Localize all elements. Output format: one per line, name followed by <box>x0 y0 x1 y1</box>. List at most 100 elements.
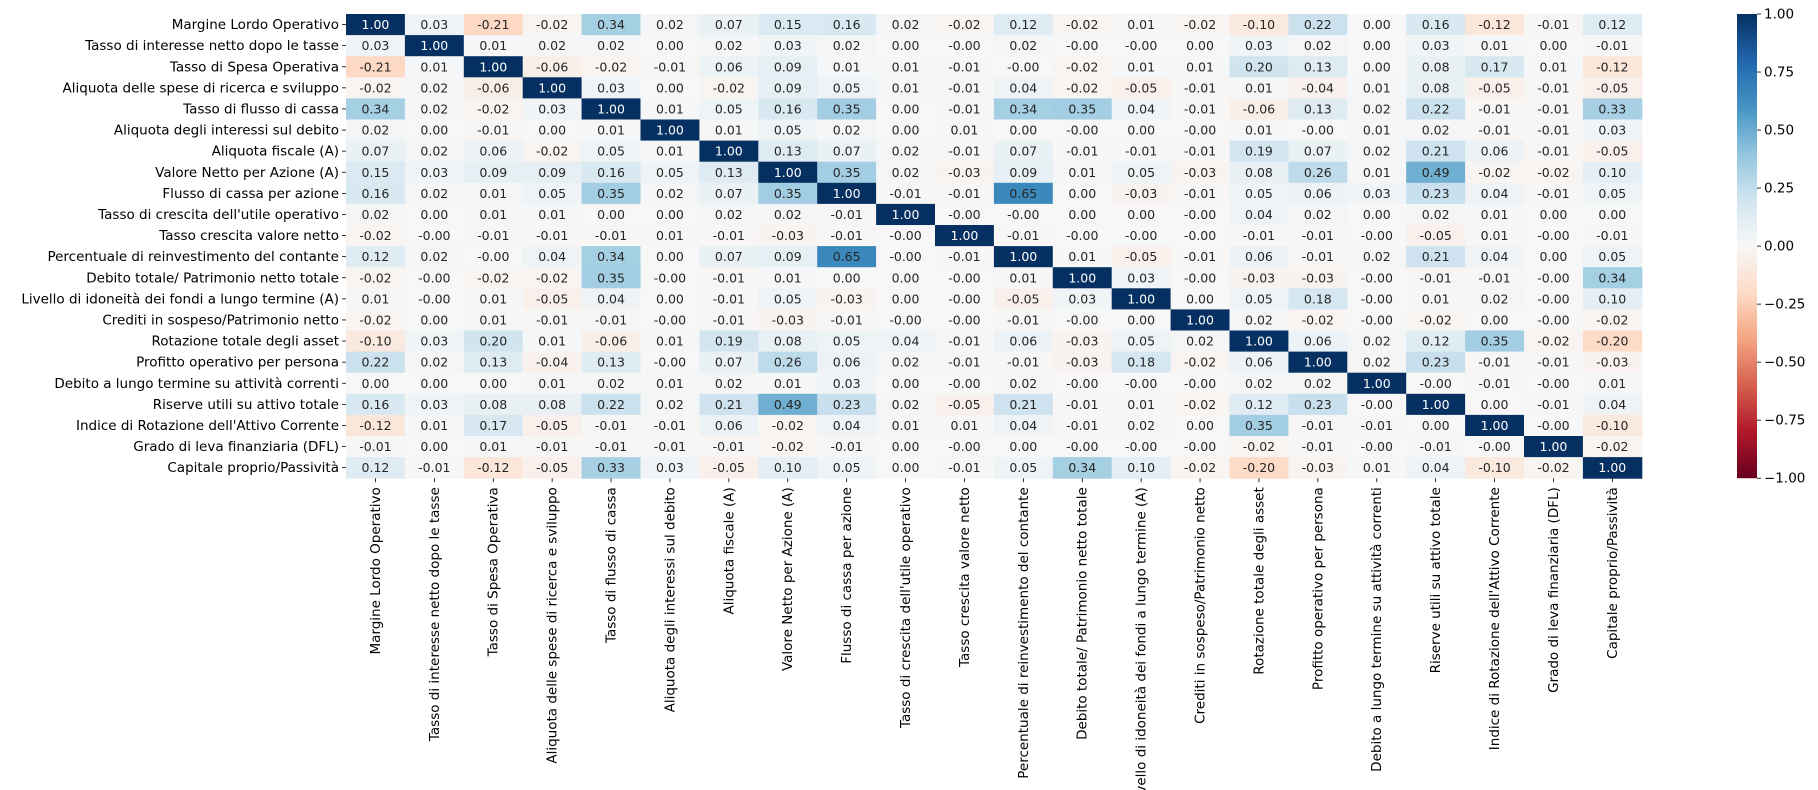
row-label-debito-totale-patrimonio-netto-totale: Debito totale/ Patrimonio netto totale <box>86 270 339 286</box>
cell-value-r12-c4: 0.35 <box>597 270 625 285</box>
colorbar-tick-label-0: 1.00 <box>1764 7 1794 23</box>
cell-value-r4-c0: 0.34 <box>362 101 390 116</box>
heatmap-cell-r8-c1 <box>404 182 465 205</box>
heatmap-cell-r20-c0 <box>346 436 406 458</box>
heatmap-cell-r18-c1 <box>404 393 465 416</box>
heatmap-cell-r8-c13 <box>1111 182 1172 205</box>
heatmap-cell-r11-c0 <box>346 246 406 268</box>
heatmap-cell-r7-c12 <box>1052 161 1113 184</box>
cell-value-r0-c9: 0.02 <box>892 17 920 32</box>
cell-value-r15-c18: 0.12 <box>1422 334 1450 349</box>
cell-value-r7-c10: -0.03 <box>948 165 980 180</box>
cell-value-r4-c20: -0.01 <box>1537 101 1569 116</box>
heatmap-cell-r21-c1 <box>404 457 465 479</box>
cell-value-r0-c5: 0.02 <box>656 17 684 32</box>
heatmap-cell-r11-c11 <box>993 246 1054 268</box>
cell-value-r21-c17: 0.01 <box>1363 460 1391 475</box>
heatmap-cell-r4-c18 <box>1406 98 1466 120</box>
heatmap-cell-r9-c11 <box>993 203 1054 226</box>
cell-value-r16-c0: 0.22 <box>362 355 390 370</box>
cell-value-r21-c19: -0.10 <box>1478 460 1510 475</box>
cell-value-r20-c9: 0.00 <box>892 439 920 454</box>
cell-value-r8-c4: 0.35 <box>597 186 625 201</box>
cell-value-r15-c19: 0.35 <box>1481 334 1509 349</box>
heatmap-cell-r18-c6 <box>699 393 759 416</box>
cell-value-r17-c3: 0.01 <box>538 376 566 391</box>
heatmap-cell-r8-c11 <box>993 182 1054 205</box>
cell-value-r1-c15: 0.03 <box>1245 38 1273 53</box>
heatmap-cell-r11-c19 <box>1465 246 1525 268</box>
cell-value-r6-c17: 0.02 <box>1363 144 1391 159</box>
heatmap-cell-r14-c16 <box>1288 309 1348 331</box>
cell-value-r8-c5: 0.02 <box>656 186 684 201</box>
heatmap-cell-r19-c19 <box>1465 414 1525 437</box>
cell-value-r17-c18: -0.00 <box>1419 376 1451 391</box>
heatmap-cell-r6-c3 <box>522 140 583 163</box>
cell-value-r7-c18: 0.49 <box>1422 165 1450 180</box>
heatmap-cell-r6-c12 <box>1052 140 1113 163</box>
cell-value-r17-c2: 0.00 <box>479 376 507 391</box>
heatmap-cell-r8-c5 <box>640 182 700 205</box>
heatmap-cell-r3-c10 <box>935 77 995 99</box>
cell-value-r13-c15: 0.05 <box>1245 291 1273 306</box>
cell-value-r3-c14: -0.01 <box>1184 80 1216 95</box>
cell-value-r3-c7: 0.09 <box>774 80 802 95</box>
heatmap-cell-r7-c4 <box>581 161 641 184</box>
cell-value-r18-c18: 1.00 <box>1422 397 1450 412</box>
row-label-flusso-di-cassa-per-azione: Flusso di cassa per azione <box>162 186 339 202</box>
heatmap-cell-r5-c1 <box>404 119 465 142</box>
heatmap-cell-r20-c4 <box>581 436 641 458</box>
cell-value-r11-c4: 0.34 <box>597 249 625 264</box>
heatmap-cell-r21-c16 <box>1288 457 1348 479</box>
heatmap-cell-r19-c15 <box>1229 414 1289 437</box>
heatmap-cell-r2-c14 <box>1170 56 1230 78</box>
cell-value-r17-c20: -0.00 <box>1537 376 1569 391</box>
colorbar: 1.00 0.75 0.50 0.25 0.00 −0.25 −0.50 −0.75 −1.00 <box>1737 7 1805 487</box>
heatmap-cell-r17-c6 <box>699 372 759 395</box>
heatmap-cell-r4-c6 <box>699 98 759 120</box>
heatmap-cell-r11-c18 <box>1406 246 1466 268</box>
cell-value-r12-c20: -0.00 <box>1537 270 1569 285</box>
heatmap-cell-r3-c13 <box>1111 77 1172 99</box>
cell-value-r19-c15: 0.35 <box>1245 418 1273 433</box>
cell-value-r4-c3: 0.03 <box>538 101 566 116</box>
cell-value-r12-c0: -0.02 <box>359 270 391 285</box>
heatmap-cell-r15-c7 <box>758 330 818 353</box>
cell-value-r8-c17: 0.03 <box>1363 186 1391 201</box>
cell-value-r17-c4: 0.02 <box>597 376 625 391</box>
heatmap-cell-r15-c10 <box>935 330 995 353</box>
row-label-tasso-di-crescita-dell-utile-operativo: Tasso di crescita dell'utile operativo <box>97 207 339 223</box>
cell-value-r10-c12: -0.00 <box>1066 228 1098 243</box>
cell-value-r16-c6: 0.07 <box>715 355 743 370</box>
heatmap-cell-r17-c20 <box>1524 372 1584 395</box>
heatmap-cell-r5-c12 <box>1052 119 1113 142</box>
cell-value-r19-c16: -0.01 <box>1302 418 1334 433</box>
cell-value-r7-c5: 0.05 <box>656 165 684 180</box>
cell-value-r17-c19: -0.01 <box>1478 376 1510 391</box>
heatmap-cell-r19-c2 <box>463 414 524 437</box>
col-label-tasso-di-spesa-operativa: Tasso di Spesa Operativa <box>486 487 502 657</box>
heatmap-cell-r12-c7 <box>758 267 818 289</box>
cell-value-r13-c17: -0.00 <box>1361 291 1393 306</box>
heatmap-cell-r4-c8 <box>817 98 877 120</box>
heatmap-cell-r14-c7 <box>758 309 818 331</box>
heatmap-cell-r19-c3 <box>522 414 583 437</box>
heatmap-cell-r7-c7 <box>758 161 818 184</box>
cell-value-r5-c10: 0.01 <box>951 123 979 138</box>
cell-value-r14-c2: 0.01 <box>479 312 507 327</box>
heatmap-cell-r21-c6 <box>699 457 759 479</box>
cell-value-r2-c21: -0.12 <box>1596 59 1628 74</box>
cell-value-r0-c20: -0.01 <box>1537 17 1569 32</box>
heatmap-cell-r19-c17 <box>1347 414 1407 437</box>
heatmap-cell-r14-c15 <box>1229 309 1289 331</box>
heatmap-cell-r20-c16 <box>1288 436 1348 458</box>
heatmap-cell-r20-c19 <box>1465 436 1525 458</box>
heatmap-cell-r5-c21 <box>1582 119 1643 142</box>
cell-value-r20-c3: -0.01 <box>536 439 568 454</box>
cell-value-r20-c11: 0.00 <box>1009 439 1037 454</box>
cell-value-r13-c5: 0.00 <box>656 291 684 306</box>
cell-value-r1-c4: 0.02 <box>597 38 625 53</box>
heatmap-cell-r12-c9 <box>876 267 936 289</box>
cell-value-r19-c6: 0.06 <box>715 418 743 433</box>
cell-value-r3-c12: -0.02 <box>1066 80 1098 95</box>
